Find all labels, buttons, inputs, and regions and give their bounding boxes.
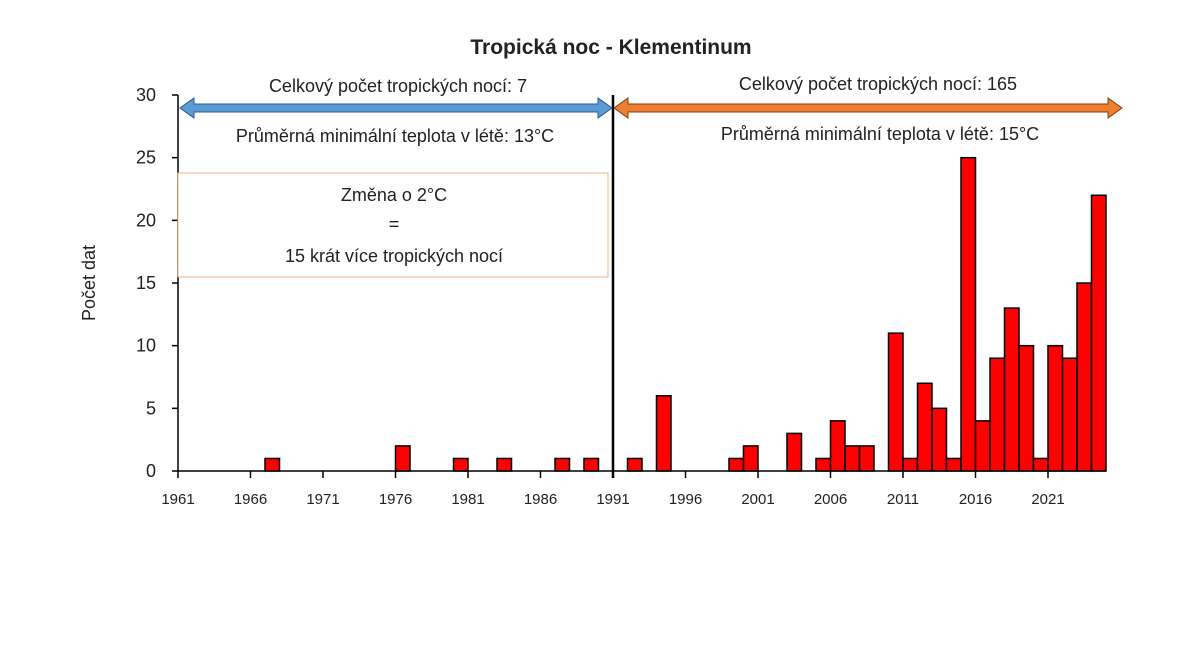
- bar-2008: [858, 445, 875, 472]
- bar-2000: [742, 445, 759, 472]
- left-total: Celkový počet tropických nocí: 7: [269, 76, 527, 96]
- x-tick-label: 1971: [306, 491, 339, 508]
- x-tick-label: 1976: [379, 491, 412, 508]
- summary-line-3: 15 krát více tropických nocí: [285, 246, 503, 266]
- bar-2005: [815, 457, 832, 472]
- bar-2011: [902, 457, 919, 472]
- bar-2007: [844, 445, 861, 472]
- y-tick-label: 20: [136, 210, 156, 230]
- y-tick-label: 25: [136, 148, 156, 168]
- bar-1989: [583, 457, 600, 472]
- x-tick-label: 2001: [741, 491, 774, 508]
- right-period-arrow: [613, 97, 1123, 119]
- bar-2020: [1032, 457, 1049, 472]
- right-avg: Průměrná minimální teplota v létě: 15°C: [721, 124, 1039, 144]
- bar-1987: [554, 457, 571, 472]
- summary-line-2: =: [389, 214, 400, 234]
- bar-1999: [728, 457, 745, 472]
- bar-1994: [655, 395, 672, 472]
- x-tick-label: 1996: [669, 491, 702, 508]
- bar-2021: [1047, 344, 1064, 472]
- y-tick-label: 15: [136, 273, 156, 293]
- bar-2018: [1003, 307, 1020, 472]
- bar-1980: [452, 457, 469, 472]
- summary-box: [177, 172, 609, 278]
- bar-2006: [829, 420, 846, 472]
- bar-2013: [931, 407, 948, 472]
- y-tick-label: 5: [146, 398, 156, 418]
- bar-1983: [496, 457, 513, 472]
- left-period-arrow: [179, 97, 613, 119]
- x-tick-label: 1986: [524, 491, 557, 508]
- chart-title: Tropická noc - Klementinum: [470, 36, 751, 59]
- y-axis-label: Počet dat: [79, 245, 99, 321]
- bar-2017: [989, 357, 1006, 472]
- bar-2022: [1061, 357, 1078, 472]
- bar-2003: [786, 432, 803, 472]
- x-tick-label: 1991: [596, 491, 629, 508]
- x-tick-label: 1961: [161, 491, 194, 508]
- bar-2023: [1076, 282, 1093, 472]
- bar-2024: [1090, 194, 1107, 472]
- bar-2014: [945, 457, 962, 472]
- y-tick-label: 10: [136, 336, 156, 356]
- left-avg: Průměrná minimální teplota v létě: 13°C: [236, 126, 554, 146]
- right-total: Celkový počet tropických nocí: 165: [739, 74, 1017, 94]
- y-tick-label: 0: [146, 461, 156, 481]
- bar-2019: [1018, 344, 1035, 472]
- bar-2010: [887, 332, 904, 472]
- x-tick-label: 2021: [1031, 491, 1064, 508]
- bar-2016: [974, 420, 991, 472]
- y-tick-label: 30: [136, 85, 156, 105]
- bar-2015: [960, 156, 977, 472]
- x-tick-label: 2016: [959, 491, 992, 508]
- bar-1992: [626, 457, 643, 472]
- bar-1976: [394, 445, 411, 472]
- x-tick-label: 2011: [887, 491, 919, 508]
- bar-2012: [916, 382, 933, 472]
- bar-1967: [264, 457, 281, 472]
- summary-line-1: Změna o 2°C: [341, 185, 447, 205]
- x-tick-label: 1966: [234, 491, 267, 508]
- x-tick-label: 2006: [814, 491, 847, 508]
- x-tick-label: 1981: [451, 491, 484, 508]
